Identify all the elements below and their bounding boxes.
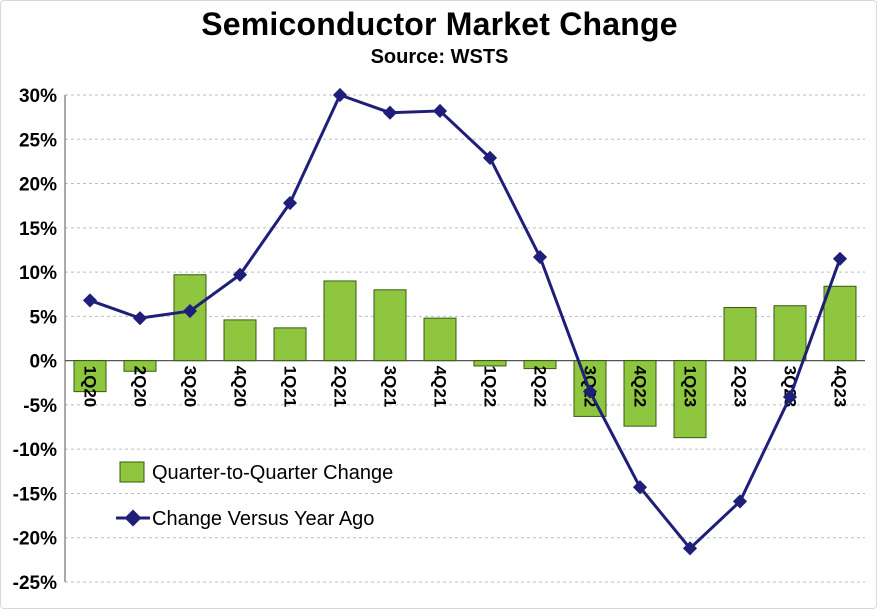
bar-4Q23 — [823, 285, 857, 362]
y-tick-label: 20% — [19, 175, 57, 196]
line-point-3Q23 — [782, 389, 798, 405]
x-tick-label: 3Q21 — [381, 366, 400, 408]
x-tick-label: 1Q23 — [681, 366, 700, 408]
y-tick-label: 0% — [30, 352, 58, 373]
line-point-4Q23 — [832, 251, 848, 266]
legend-label-bars: Quarter-to-Quarter Change — [152, 462, 393, 484]
chart-subtitle: Source: WSTS — [370, 46, 509, 68]
y-tick-label: 5% — [30, 307, 58, 328]
y-tick-label: 25% — [19, 130, 57, 151]
bar-3Q21 — [373, 289, 407, 362]
x-axis-labels: 1Q20 2Q20 3Q20 4Q20 1Q21 2Q21 3Q21 4Q21 1Q22 2Q22… — [81, 366, 850, 408]
bar-3Q23 — [773, 305, 807, 362]
x-tick-label: 2Q20 — [131, 366, 150, 408]
line-point-3Q20 — [182, 303, 198, 319]
bar-1Q22 — [473, 360, 507, 367]
chart-title: Semiconductor Market Change — [201, 6, 678, 42]
y-tick-label: -15% — [13, 484, 57, 505]
line-point-3Q21 — [382, 105, 398, 120]
x-tick-label: 4Q22 — [631, 366, 650, 408]
y-axis-ticks: 30% 25% 20% 15% 10% 5% 0% -5% -10% -15% -20% -25% — [13, 86, 57, 594]
bar-2Q23 — [723, 307, 757, 362]
line-yoy-change — [89, 93, 842, 550]
line-point-2Q21 — [332, 87, 348, 103]
x-tick-label: 2Q21 — [331, 366, 350, 408]
bar-1Q23 — [673, 360, 707, 439]
y-tick-label: 15% — [19, 219, 57, 240]
bar-1Q21 — [273, 327, 307, 362]
x-tick-label: 1Q20 — [81, 366, 100, 408]
x-tick-label: 4Q20 — [231, 366, 250, 408]
bar-4Q22 — [623, 360, 657, 427]
line-point-2Q23 — [732, 494, 748, 509]
line-point-1Q23 — [682, 541, 698, 556]
y-tick-label: 10% — [19, 263, 57, 284]
line-point-2Q20 — [132, 311, 148, 326]
legend: Quarter-to-Quarter Change Change Versus … — [116, 461, 393, 530]
x-tick-label: 4Q23 — [831, 366, 850, 408]
x-tick-label: 2Q23 — [731, 366, 750, 408]
bar-4Q21 — [423, 317, 457, 362]
bar-2Q22 — [523, 360, 557, 370]
line-point-4Q20 — [232, 267, 248, 282]
legend-label-line: Change Versus Year Ago — [152, 508, 374, 530]
x-tick-label: 2Q22 — [531, 366, 550, 408]
y-tick-label: 30% — [19, 86, 57, 107]
x-tick-label: 4Q21 — [431, 366, 450, 408]
line-point-2Q22 — [532, 249, 548, 265]
line-point-3Q22 — [582, 384, 598, 399]
bar-series — [73, 274, 857, 439]
bar-2Q21 — [323, 280, 357, 362]
y-tick-label: -25% — [13, 573, 57, 594]
line-point-4Q22 — [632, 480, 648, 495]
line-point-1Q20 — [82, 293, 98, 308]
line-point-4Q21 — [432, 103, 448, 119]
bar-1Q20 — [73, 360, 107, 393]
line-point-1Q21 — [282, 195, 298, 211]
bar-2Q20 — [123, 360, 157, 372]
y-tick-label: -20% — [13, 529, 57, 550]
y-tick-label: -5% — [23, 396, 57, 417]
line-series — [82, 87, 848, 556]
bar-4Q20 — [223, 319, 257, 362]
legend-diamond-marker — [124, 509, 142, 527]
x-tick-label: 1Q22 — [481, 366, 500, 408]
legend-bar-swatch — [119, 461, 145, 483]
y-tick-label: -10% — [13, 440, 57, 461]
x-tick-label: 3Q20 — [181, 366, 200, 408]
x-tick-label: 1Q21 — [281, 366, 300, 408]
line-point-1Q22 — [482, 150, 498, 165]
